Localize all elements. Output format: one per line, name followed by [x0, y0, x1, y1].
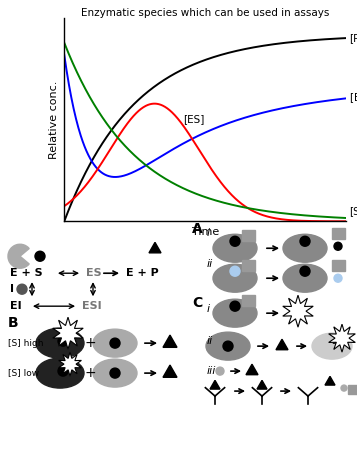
- Polygon shape: [163, 365, 177, 377]
- Polygon shape: [246, 364, 258, 375]
- Circle shape: [110, 368, 120, 378]
- Text: [E]$_0$: [E]$_0$: [349, 91, 357, 105]
- Polygon shape: [276, 339, 288, 350]
- Text: [S]: [S]: [349, 206, 357, 216]
- Polygon shape: [333, 334, 343, 343]
- Ellipse shape: [213, 299, 257, 327]
- Text: A: A: [192, 222, 203, 236]
- Text: C: C: [192, 296, 202, 310]
- Circle shape: [230, 266, 240, 276]
- Bar: [348, 385, 357, 394]
- Text: [P]: [P]: [349, 33, 357, 43]
- Circle shape: [110, 338, 120, 348]
- Title: Enzymatic species which can be used in assays: Enzymatic species which can be used in a…: [81, 8, 330, 18]
- Text: E + P: E + P: [126, 268, 159, 278]
- Text: E + S: E + S: [10, 268, 42, 278]
- Text: [ES]: [ES]: [183, 114, 204, 124]
- Polygon shape: [257, 380, 267, 389]
- Ellipse shape: [93, 359, 137, 387]
- X-axis label: Time: Time: [192, 227, 219, 237]
- Circle shape: [35, 251, 45, 261]
- Circle shape: [230, 301, 240, 311]
- Polygon shape: [53, 317, 83, 349]
- Ellipse shape: [93, 329, 137, 357]
- Ellipse shape: [283, 234, 327, 262]
- Text: i: i: [207, 228, 210, 238]
- Ellipse shape: [206, 332, 250, 360]
- Polygon shape: [163, 335, 177, 347]
- Polygon shape: [329, 324, 355, 352]
- Text: EI: EI: [10, 301, 22, 311]
- Text: I: I: [10, 284, 14, 294]
- Circle shape: [230, 236, 240, 246]
- Circle shape: [17, 284, 27, 294]
- Polygon shape: [149, 242, 161, 253]
- Text: B: B: [8, 316, 19, 330]
- Bar: [242, 230, 255, 241]
- Text: [S] low: [S] low: [8, 369, 39, 378]
- Polygon shape: [210, 380, 220, 389]
- Circle shape: [334, 242, 342, 250]
- Circle shape: [341, 385, 347, 391]
- Circle shape: [58, 336, 68, 346]
- Polygon shape: [59, 352, 81, 376]
- Bar: [332, 260, 345, 271]
- Ellipse shape: [312, 333, 352, 359]
- Circle shape: [300, 236, 310, 246]
- Circle shape: [216, 367, 224, 375]
- Text: iii: iii: [207, 366, 216, 376]
- Bar: [242, 260, 255, 271]
- Wedge shape: [8, 244, 29, 268]
- Polygon shape: [325, 376, 335, 385]
- Circle shape: [300, 266, 310, 276]
- Ellipse shape: [283, 264, 327, 292]
- Bar: [242, 295, 255, 306]
- Text: ii: ii: [207, 336, 213, 346]
- Ellipse shape: [36, 328, 84, 358]
- Ellipse shape: [213, 234, 257, 262]
- Text: +: +: [84, 336, 96, 350]
- Text: ES: ES: [86, 268, 102, 278]
- Text: ESI: ESI: [82, 301, 102, 311]
- Text: [S] high: [S] high: [8, 339, 44, 348]
- Text: ii: ii: [207, 259, 213, 269]
- Y-axis label: Relative conc.: Relative conc.: [49, 81, 59, 159]
- Circle shape: [58, 366, 68, 376]
- Polygon shape: [292, 304, 304, 315]
- Ellipse shape: [213, 264, 257, 292]
- Circle shape: [223, 341, 233, 351]
- Text: +: +: [84, 366, 96, 380]
- Polygon shape: [283, 295, 313, 327]
- Bar: [332, 228, 345, 239]
- Circle shape: [334, 274, 342, 282]
- Text: i: i: [207, 304, 210, 314]
- Ellipse shape: [36, 358, 84, 388]
